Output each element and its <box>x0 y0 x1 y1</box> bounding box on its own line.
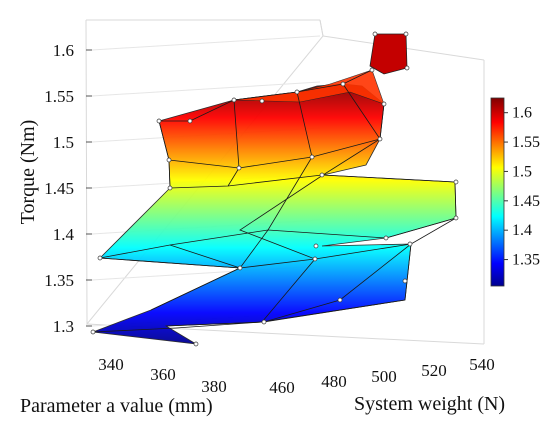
z-tick-label: 1.5 <box>53 133 74 152</box>
y-tick-label: 540 <box>469 355 495 374</box>
x-tick-label: 360 <box>150 365 176 384</box>
torque-surface <box>90 31 459 347</box>
colorbar-ticks: 1.35 1.4 1.45 1.5 1.55 1.6 <box>504 105 540 269</box>
y-tick-label: 500 <box>371 367 397 386</box>
y-tick-label: 460 <box>269 378 295 397</box>
x-tick-label: 380 <box>201 377 227 396</box>
z-tick-label: 1.6 <box>53 41 74 60</box>
z-grid-line <box>91 35 321 51</box>
z-tick-label: 1.4 <box>53 225 75 244</box>
x-axis-ticks: 340 360 380 <box>98 355 227 396</box>
x-axis-label: Parameter a value (mm) <box>20 395 213 417</box>
y-tick-label: 520 <box>421 361 447 380</box>
y-tick-label: 480 <box>321 372 347 391</box>
y-axis-label: System weight (N) <box>354 393 505 415</box>
colorbar-tick-label: 1.4 <box>512 222 532 239</box>
surface-top-patch <box>369 33 408 75</box>
colorbar-tick-label: 1.6 <box>512 105 532 122</box>
surface-points <box>90 31 459 347</box>
colorbar <box>490 97 505 287</box>
colorbar-tick-label: 1.55 <box>512 134 540 151</box>
y-axis-ticks: 460 480 500 520 540 <box>269 355 495 397</box>
x-tick-label: 340 <box>98 355 124 374</box>
colorbar-tick-label: 1.35 <box>512 252 540 269</box>
z-tick-label: 1.55 <box>44 87 74 106</box>
z-tick-label: 1.45 <box>44 179 74 198</box>
colorbar-tick-label: 1.45 <box>512 193 540 210</box>
z-grid-line <box>91 81 321 97</box>
surface-fill <box>92 83 457 345</box>
z-axis-ticks: 1.3 1.35 1.4 1.45 1.5 1.55 1.6 <box>44 41 92 336</box>
z-tick-label: 1.35 <box>44 271 74 290</box>
colorbar-tick-label: 1.5 <box>512 163 532 180</box>
z-axis-label: Torque (Nm) <box>17 120 39 225</box>
z-tick-label: 1.3 <box>53 317 74 336</box>
